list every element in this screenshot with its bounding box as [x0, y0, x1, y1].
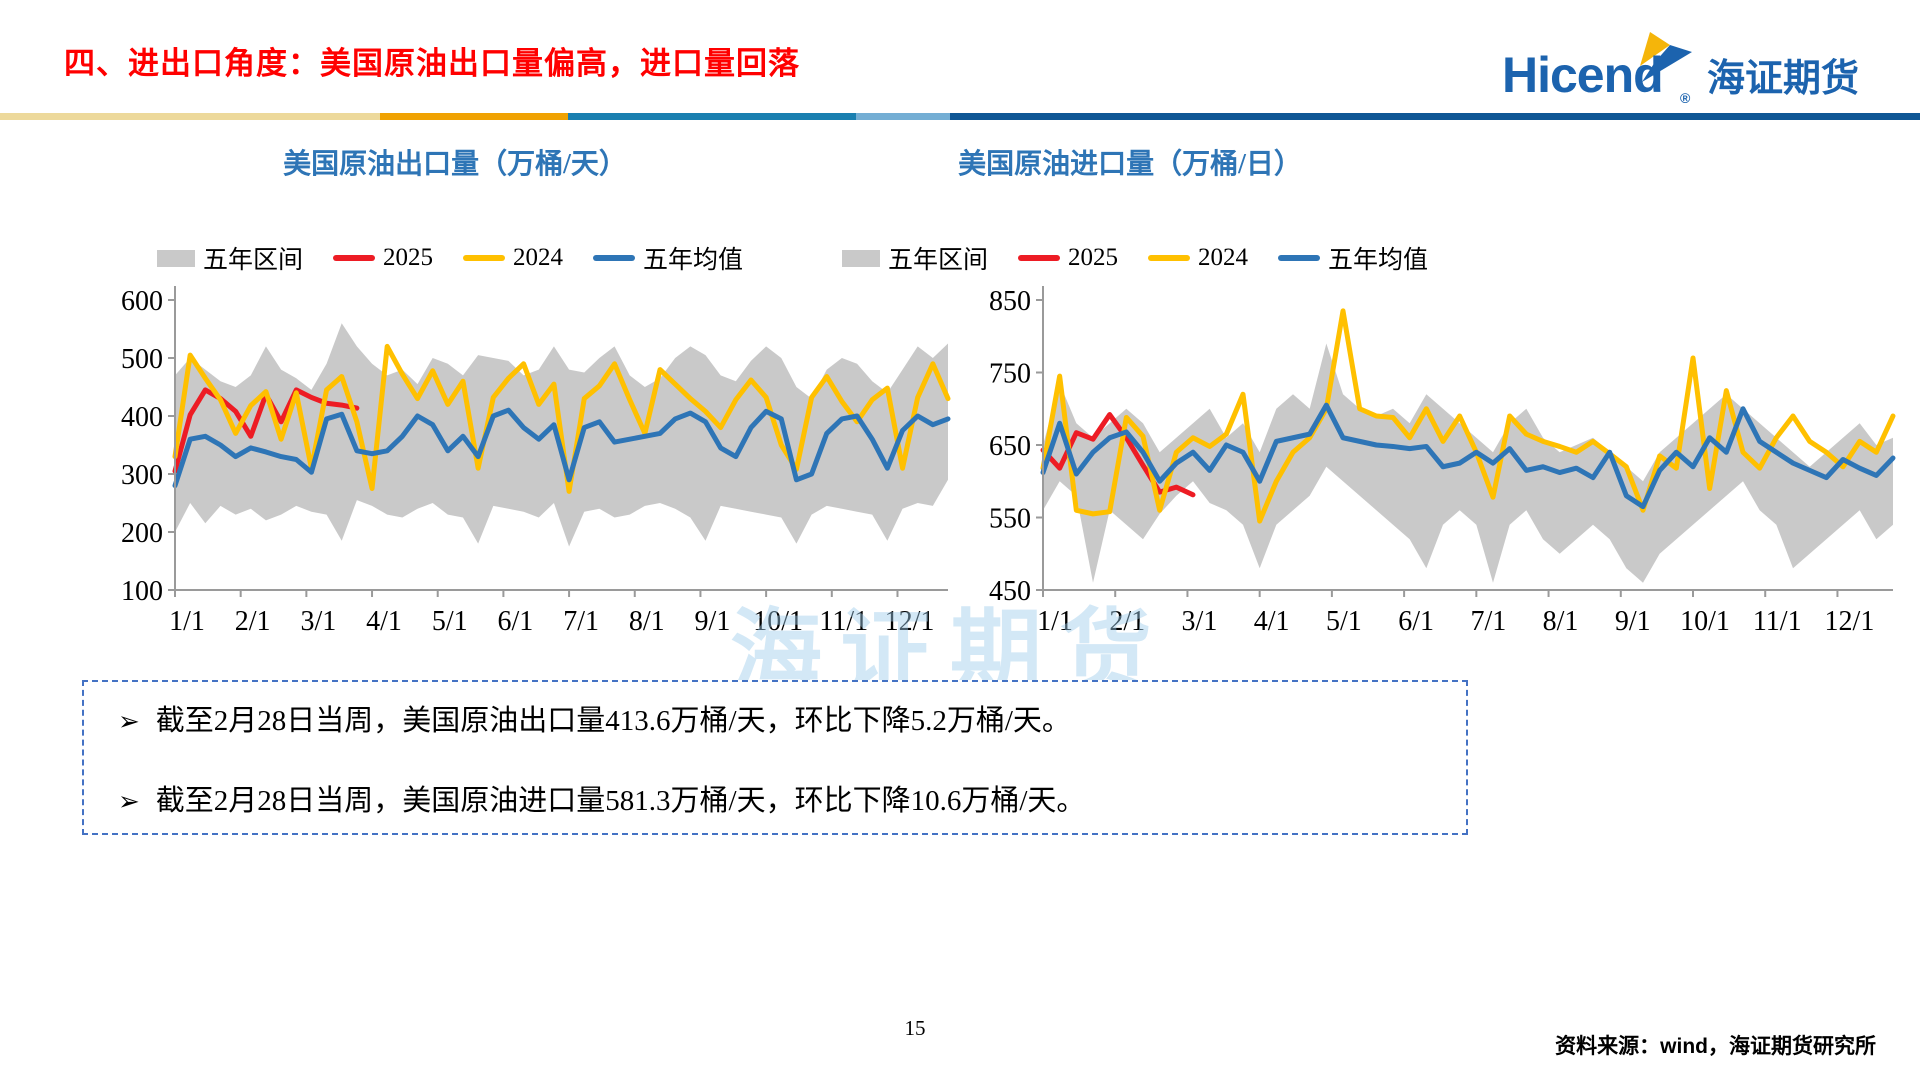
legend-item-2024: 2024 — [463, 244, 563, 272]
svg-text:2/1: 2/1 — [1109, 606, 1145, 637]
svg-text:300: 300 — [121, 460, 163, 491]
logo-wordmark: Hicend — [1502, 47, 1664, 103]
svg-text:6/1: 6/1 — [1398, 606, 1434, 637]
export-chart-legend: 五年区间 2025 2024 五年均值 — [150, 240, 750, 276]
svg-text:7/1: 7/1 — [1470, 606, 1506, 637]
svg-text:200: 200 — [121, 518, 163, 549]
line-2024-swatch — [1148, 255, 1190, 261]
summary-box: ➢ 截至2月28日当周，美国原油出口量413.6万桶/天，环比下降5.2万桶/天… — [82, 680, 1468, 835]
logo-arrow-icon — [1630, 32, 1692, 82]
export-chart-title: 美国原油出口量（万桶/天） — [283, 149, 627, 180]
svg-text:1/1: 1/1 — [169, 606, 205, 637]
legend-label: 2024 — [513, 244, 563, 271]
legend-item-avg: 五年均值 — [593, 240, 743, 276]
legend-label: 2025 — [1068, 244, 1118, 271]
range-band-swatch — [156, 249, 195, 267]
svg-text:8/1: 8/1 — [629, 606, 665, 637]
logo-chinese-name: 海证期货 — [1707, 58, 1860, 100]
svg-text:850: 850 — [989, 286, 1031, 317]
svg-text:5/1: 5/1 — [1326, 606, 1362, 637]
arrow-bullet-icon: ➢ — [118, 786, 140, 817]
svg-text:550: 550 — [989, 504, 1031, 535]
line-2025-swatch — [1018, 255, 1060, 261]
import-chart-plot: 850 750 650 550 450 1/1 2/1 3/1 4/1 5/1 6/1 7/1 8/1 9… — [985, 278, 1905, 638]
line-avg-swatch — [1278, 255, 1320, 261]
svg-text:450: 450 — [989, 576, 1031, 607]
svg-text:11/1: 11/1 — [1753, 606, 1802, 637]
hicend-logo: Hicend ® 海证期货 — [1502, 32, 1882, 110]
line-avg-swatch — [593, 255, 635, 261]
stripe-segment — [568, 113, 856, 120]
stripe-segment — [0, 113, 380, 120]
legend-item-2024: 2024 — [1148, 244, 1248, 272]
import-chart-title: 美国原油进口量（万桶/日） — [958, 149, 1302, 180]
svg-text:6/1: 6/1 — [498, 606, 534, 637]
line-2025-swatch — [333, 255, 375, 261]
svg-text:10/1: 10/1 — [753, 606, 803, 637]
svg-text:7/1: 7/1 — [563, 606, 599, 637]
svg-text:2/1: 2/1 — [235, 606, 271, 637]
svg-text:3/1: 3/1 — [300, 606, 336, 637]
import-chart-legend: 五年区间 2025 2024 五年均值 — [830, 240, 1440, 276]
legend-item-2025: 2025 — [1018, 244, 1118, 272]
svg-text:10/1: 10/1 — [1680, 606, 1730, 637]
page-number: 15 — [904, 1016, 926, 1040]
arrow-bullet-icon: ➢ — [118, 706, 140, 737]
svg-text:1/1: 1/1 — [1037, 606, 1073, 637]
page-title: 四、进出口角度：美国原油出口量偏高，进口量回落 — [64, 46, 800, 81]
stripe-segment — [950, 113, 1920, 120]
summary-text: 截至2月28日当周，美国原油进口量581.3万桶/天，环比下降10.6万桶/天。 — [155, 784, 1086, 817]
legend-label: 五年均值 — [1328, 247, 1429, 274]
legend-label: 2025 — [383, 244, 433, 271]
legend-label: 2024 — [1198, 244, 1248, 271]
svg-text:400: 400 — [121, 402, 163, 433]
range-band-swatch — [841, 249, 880, 267]
line-2024-swatch — [463, 255, 505, 261]
svg-text:11/1: 11/1 — [819, 606, 868, 637]
stripe-segment — [380, 113, 568, 120]
svg-text:8/1: 8/1 — [1543, 606, 1579, 637]
source-note: 资料来源：wind，海证期货研究所 — [1555, 1035, 1876, 1058]
svg-text:4/1: 4/1 — [1254, 606, 1290, 637]
stripe-segment — [856, 113, 950, 120]
svg-text:5/1: 5/1 — [432, 606, 468, 637]
svg-text:500: 500 — [121, 344, 163, 375]
svg-text:600: 600 — [121, 286, 163, 317]
svg-text:9/1: 9/1 — [695, 606, 731, 637]
svg-text:100: 100 — [121, 576, 163, 607]
export-chart-plot: 600 500 400 300 200 100 1/1 2/1 3/1 4/1 5/1 6/1 7/1 8… — [110, 278, 960, 638]
summary-bullet-imports: ➢ 截至2月28日当周，美国原油进口量581.3万桶/天，环比下降10.6万桶/… — [118, 777, 1432, 819]
logo-registered-mark: ® — [1680, 90, 1691, 106]
summary-bullet-exports: ➢ 截至2月28日当周，美国原油出口量413.6万桶/天，环比下降5.2万桶/天… — [118, 697, 1432, 739]
legend-item-avg: 五年均值 — [1278, 240, 1428, 276]
svg-text:12/1: 12/1 — [885, 606, 935, 637]
svg-text:12/1: 12/1 — [1825, 606, 1875, 637]
legend-label: 五年均值 — [643, 247, 744, 274]
svg-text:4/1: 4/1 — [366, 606, 402, 637]
legend-label: 五年区间 — [202, 247, 303, 274]
brand-stripe — [0, 113, 1920, 120]
legend-item-range: 五年区间 — [841, 240, 988, 276]
summary-text: 截至2月28日当周，美国原油出口量413.6万桶/天，环比下降5.2万桶/天。 — [155, 704, 1071, 737]
svg-text:650: 650 — [989, 431, 1031, 462]
svg-text:750: 750 — [989, 359, 1031, 390]
legend-item-range: 五年区间 — [156, 240, 303, 276]
svg-text:3/1: 3/1 — [1182, 606, 1218, 637]
svg-text:9/1: 9/1 — [1615, 606, 1651, 637]
legend-item-2025: 2025 — [333, 244, 433, 272]
legend-label: 五年区间 — [887, 247, 988, 274]
